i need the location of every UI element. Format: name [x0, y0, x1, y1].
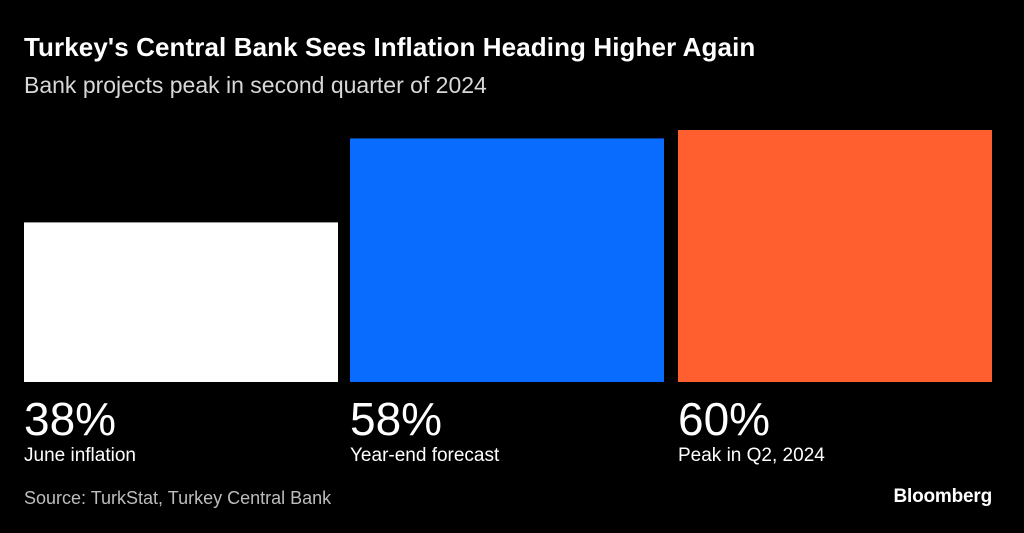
bar-value-june-inflation: 38% [24, 393, 117, 445]
bar-june-inflation [24, 222, 338, 382]
chart-subtitle: Bank projects peak in second quarter of … [24, 72, 487, 98]
bar-label-peak-q2-2024: Peak in Q2, 2024 [678, 445, 825, 466]
bar-label-year-end-forecast: Year-end forecast [350, 445, 500, 466]
source-note: Source: TurkStat, Turkey Central Bank [24, 488, 332, 508]
bar-year-end-forecast [350, 138, 664, 382]
bar-value-peak-q2-2024: 60% [678, 393, 771, 445]
bloomberg-logo: Bloomberg [893, 486, 993, 507]
bar-value-year-end-forecast: 58% [350, 393, 443, 445]
bar-peak-q2-2024 [678, 130, 992, 382]
chart-title: Turkey's Central Bank Sees Inflation Hea… [24, 32, 756, 62]
bar-label-june-inflation: June inflation [24, 445, 136, 466]
